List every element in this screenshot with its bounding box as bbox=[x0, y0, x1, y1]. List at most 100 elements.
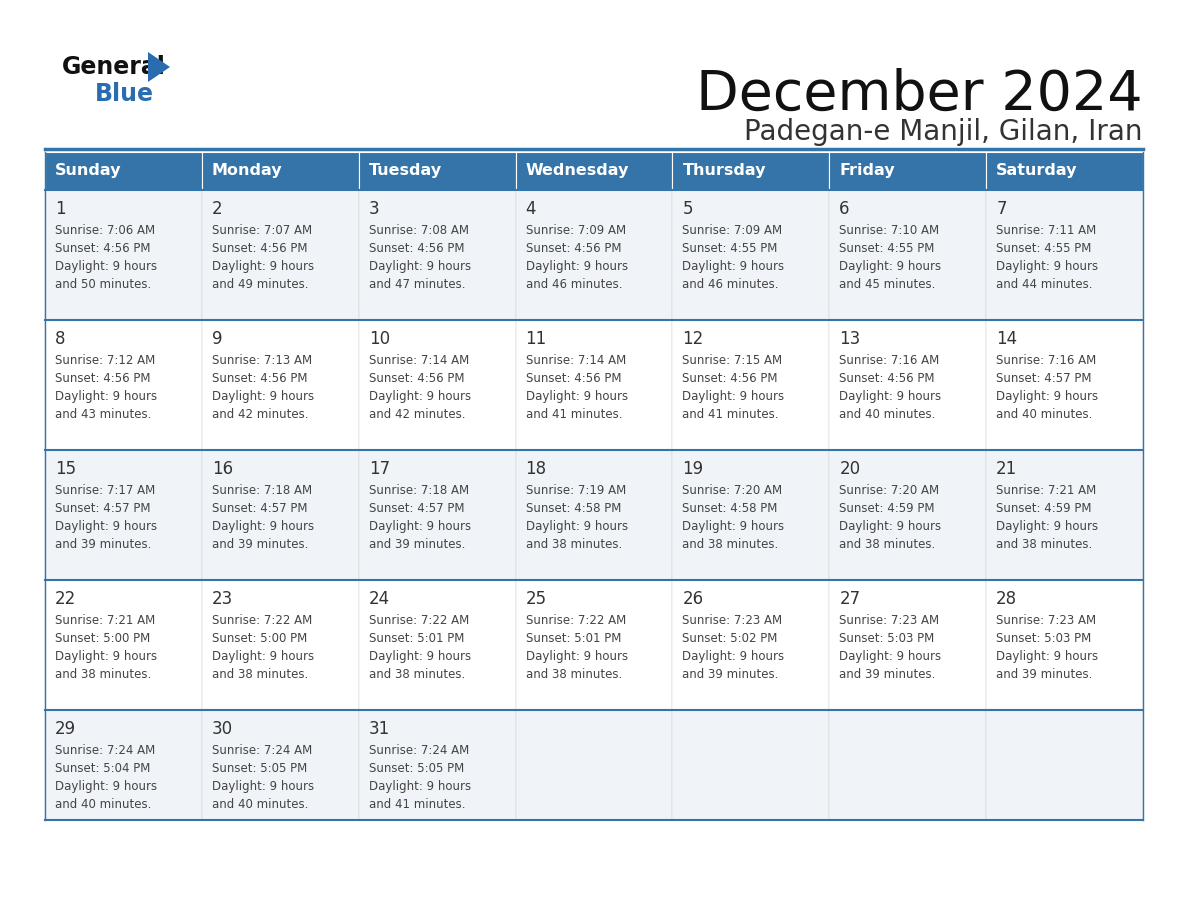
Text: Daylight: 9 hours: Daylight: 9 hours bbox=[368, 650, 470, 663]
Text: Sunrise: 7:20 AM: Sunrise: 7:20 AM bbox=[839, 484, 940, 497]
Text: Saturday: Saturday bbox=[997, 163, 1078, 178]
Text: 25: 25 bbox=[525, 590, 546, 608]
Text: Sunset: 4:56 PM: Sunset: 4:56 PM bbox=[211, 242, 308, 255]
Text: 27: 27 bbox=[839, 590, 860, 608]
Text: 12: 12 bbox=[682, 330, 703, 348]
Bar bbox=[986, 152, 1143, 190]
Text: Sunday: Sunday bbox=[55, 163, 121, 178]
Text: 21: 21 bbox=[997, 460, 1017, 478]
Text: 16: 16 bbox=[211, 460, 233, 478]
Text: Sunrise: 7:11 AM: Sunrise: 7:11 AM bbox=[997, 224, 1097, 237]
Text: Daylight: 9 hours: Daylight: 9 hours bbox=[211, 260, 314, 273]
Text: Sunrise: 7:19 AM: Sunrise: 7:19 AM bbox=[525, 484, 626, 497]
Text: Friday: Friday bbox=[839, 163, 895, 178]
Text: and 47 minutes.: and 47 minutes. bbox=[368, 278, 466, 291]
Text: and 38 minutes.: and 38 minutes. bbox=[368, 668, 465, 681]
Text: 5: 5 bbox=[682, 200, 693, 218]
Text: 4: 4 bbox=[525, 200, 536, 218]
Text: 8: 8 bbox=[55, 330, 65, 348]
Bar bbox=[45, 580, 202, 710]
Text: Sunrise: 7:24 AM: Sunrise: 7:24 AM bbox=[368, 744, 469, 757]
Text: Sunset: 4:58 PM: Sunset: 4:58 PM bbox=[525, 502, 621, 515]
Text: Sunrise: 7:24 AM: Sunrise: 7:24 AM bbox=[55, 744, 156, 757]
Text: Sunrise: 7:12 AM: Sunrise: 7:12 AM bbox=[55, 354, 156, 367]
Text: Sunset: 4:57 PM: Sunset: 4:57 PM bbox=[368, 502, 465, 515]
Text: and 41 minutes.: and 41 minutes. bbox=[682, 408, 779, 421]
Text: 6: 6 bbox=[839, 200, 849, 218]
Text: and 40 minutes.: and 40 minutes. bbox=[997, 408, 1093, 421]
Bar bbox=[202, 580, 359, 710]
Text: Sunrise: 7:22 AM: Sunrise: 7:22 AM bbox=[525, 614, 626, 627]
Text: and 39 minutes.: and 39 minutes. bbox=[368, 538, 465, 551]
Text: and 41 minutes.: and 41 minutes. bbox=[368, 798, 466, 811]
Bar bbox=[202, 450, 359, 580]
Text: Sunset: 5:00 PM: Sunset: 5:00 PM bbox=[211, 632, 308, 645]
Text: and 46 minutes.: and 46 minutes. bbox=[682, 278, 779, 291]
Text: 28: 28 bbox=[997, 590, 1017, 608]
Text: 9: 9 bbox=[211, 330, 222, 348]
Text: Daylight: 9 hours: Daylight: 9 hours bbox=[839, 260, 941, 273]
Text: and 38 minutes.: and 38 minutes. bbox=[997, 538, 1093, 551]
Text: Daylight: 9 hours: Daylight: 9 hours bbox=[211, 520, 314, 533]
Bar bbox=[829, 710, 986, 820]
Text: Daylight: 9 hours: Daylight: 9 hours bbox=[55, 520, 157, 533]
Text: Sunset: 4:56 PM: Sunset: 4:56 PM bbox=[839, 372, 935, 385]
Bar bbox=[986, 190, 1143, 320]
Bar bbox=[672, 152, 829, 190]
Bar bbox=[359, 710, 516, 820]
Bar bbox=[672, 190, 829, 320]
Text: Daylight: 9 hours: Daylight: 9 hours bbox=[525, 260, 627, 273]
Text: and 39 minutes.: and 39 minutes. bbox=[682, 668, 779, 681]
Bar bbox=[516, 710, 672, 820]
Text: 3: 3 bbox=[368, 200, 379, 218]
Text: 14: 14 bbox=[997, 330, 1017, 348]
Text: and 41 minutes.: and 41 minutes. bbox=[525, 408, 623, 421]
Text: 30: 30 bbox=[211, 720, 233, 738]
Bar bbox=[45, 320, 202, 450]
Text: Sunrise: 7:23 AM: Sunrise: 7:23 AM bbox=[682, 614, 783, 627]
Bar bbox=[202, 710, 359, 820]
Bar bbox=[672, 450, 829, 580]
Text: 24: 24 bbox=[368, 590, 390, 608]
Text: Sunrise: 7:21 AM: Sunrise: 7:21 AM bbox=[997, 484, 1097, 497]
Text: Sunrise: 7:07 AM: Sunrise: 7:07 AM bbox=[211, 224, 312, 237]
Text: Sunset: 4:56 PM: Sunset: 4:56 PM bbox=[682, 372, 778, 385]
Text: Sunset: 4:55 PM: Sunset: 4:55 PM bbox=[839, 242, 935, 255]
Text: and 42 minutes.: and 42 minutes. bbox=[211, 408, 309, 421]
Text: Sunset: 5:01 PM: Sunset: 5:01 PM bbox=[525, 632, 621, 645]
Text: Sunset: 4:56 PM: Sunset: 4:56 PM bbox=[55, 242, 151, 255]
Text: 18: 18 bbox=[525, 460, 546, 478]
Bar bbox=[516, 450, 672, 580]
Text: Daylight: 9 hours: Daylight: 9 hours bbox=[525, 520, 627, 533]
Bar bbox=[202, 190, 359, 320]
Text: and 40 minutes.: and 40 minutes. bbox=[55, 798, 151, 811]
Text: Sunrise: 7:15 AM: Sunrise: 7:15 AM bbox=[682, 354, 783, 367]
Bar bbox=[359, 320, 516, 450]
Bar bbox=[359, 190, 516, 320]
Text: and 38 minutes.: and 38 minutes. bbox=[55, 668, 151, 681]
Text: and 50 minutes.: and 50 minutes. bbox=[55, 278, 151, 291]
Text: and 38 minutes.: and 38 minutes. bbox=[839, 538, 935, 551]
Text: General: General bbox=[62, 55, 166, 79]
Text: and 49 minutes.: and 49 minutes. bbox=[211, 278, 309, 291]
Text: Sunset: 5:03 PM: Sunset: 5:03 PM bbox=[997, 632, 1092, 645]
Bar bbox=[516, 580, 672, 710]
Text: Sunrise: 7:21 AM: Sunrise: 7:21 AM bbox=[55, 614, 156, 627]
Text: Sunset: 4:59 PM: Sunset: 4:59 PM bbox=[839, 502, 935, 515]
Text: Daylight: 9 hours: Daylight: 9 hours bbox=[368, 260, 470, 273]
Text: Daylight: 9 hours: Daylight: 9 hours bbox=[55, 260, 157, 273]
Text: December 2024: December 2024 bbox=[696, 68, 1143, 122]
Bar bbox=[202, 152, 359, 190]
Text: 29: 29 bbox=[55, 720, 76, 738]
Text: Sunset: 5:00 PM: Sunset: 5:00 PM bbox=[55, 632, 150, 645]
Text: Sunset: 5:02 PM: Sunset: 5:02 PM bbox=[682, 632, 778, 645]
Text: Sunset: 5:05 PM: Sunset: 5:05 PM bbox=[211, 762, 308, 775]
Text: Sunrise: 7:09 AM: Sunrise: 7:09 AM bbox=[682, 224, 783, 237]
Text: Sunset: 4:56 PM: Sunset: 4:56 PM bbox=[525, 242, 621, 255]
Text: and 38 minutes.: and 38 minutes. bbox=[525, 538, 621, 551]
Text: Sunrise: 7:13 AM: Sunrise: 7:13 AM bbox=[211, 354, 312, 367]
Text: Sunrise: 7:14 AM: Sunrise: 7:14 AM bbox=[525, 354, 626, 367]
Text: and 44 minutes.: and 44 minutes. bbox=[997, 278, 1093, 291]
Text: Sunset: 4:59 PM: Sunset: 4:59 PM bbox=[997, 502, 1092, 515]
Text: Daylight: 9 hours: Daylight: 9 hours bbox=[682, 260, 784, 273]
